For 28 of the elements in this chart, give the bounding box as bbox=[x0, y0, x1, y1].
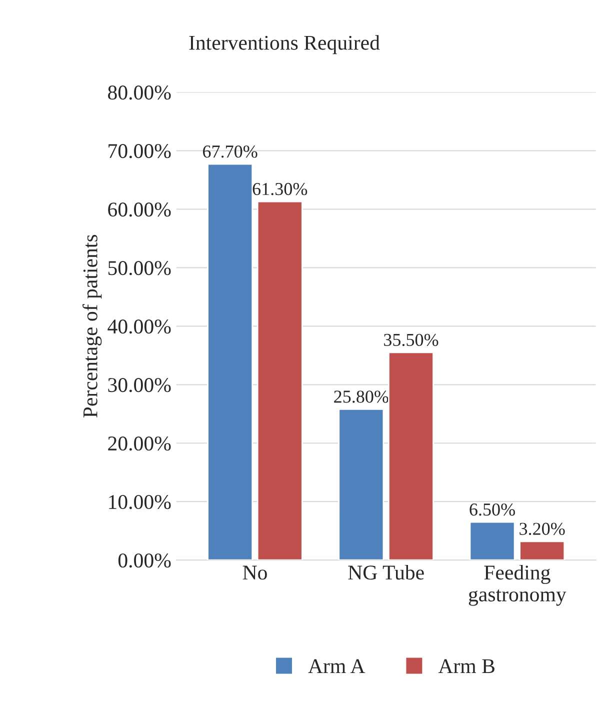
chart-title: Interventions Required bbox=[189, 35, 380, 54]
data-label: 25.80% bbox=[334, 390, 388, 403]
y-tick-label: 10.00% bbox=[109, 494, 171, 510]
bar bbox=[388, 352, 434, 560]
x-tick-label: Feeding gastronomy bbox=[468, 564, 566, 606]
y-tick-label: 40.00% bbox=[108, 320, 171, 334]
data-label: 61.30% bbox=[252, 182, 308, 196]
x-tick-label: NG Tube bbox=[348, 564, 424, 580]
data-label: 6.50% bbox=[470, 503, 515, 516]
bar bbox=[519, 540, 566, 560]
bar bbox=[256, 200, 303, 560]
bar bbox=[469, 521, 516, 560]
y-tick-label: 20.00% bbox=[108, 436, 171, 451]
y-tick-label: 50.00% bbox=[108, 261, 171, 276]
y-tick-label: 80.00% bbox=[108, 86, 171, 100]
bar bbox=[338, 408, 384, 560]
data-label: 3.20% bbox=[520, 522, 565, 536]
x-tick-label: No bbox=[242, 566, 267, 580]
data-label: 67.70% bbox=[203, 145, 258, 158]
y-tick-label: 0.00% bbox=[118, 553, 171, 568]
y-tick-label: 30.00% bbox=[108, 378, 171, 392]
legend-label: Arm A bbox=[308, 659, 366, 673]
bar bbox=[207, 163, 254, 560]
legend-label: Arm B bbox=[438, 659, 494, 674]
y-tick-label: 70.00% bbox=[108, 144, 171, 158]
y-tick-label: 60.00% bbox=[108, 202, 171, 217]
y-axis-title: Percentage of patients bbox=[82, 234, 102, 418]
data-label: 35.50% bbox=[384, 334, 438, 346]
